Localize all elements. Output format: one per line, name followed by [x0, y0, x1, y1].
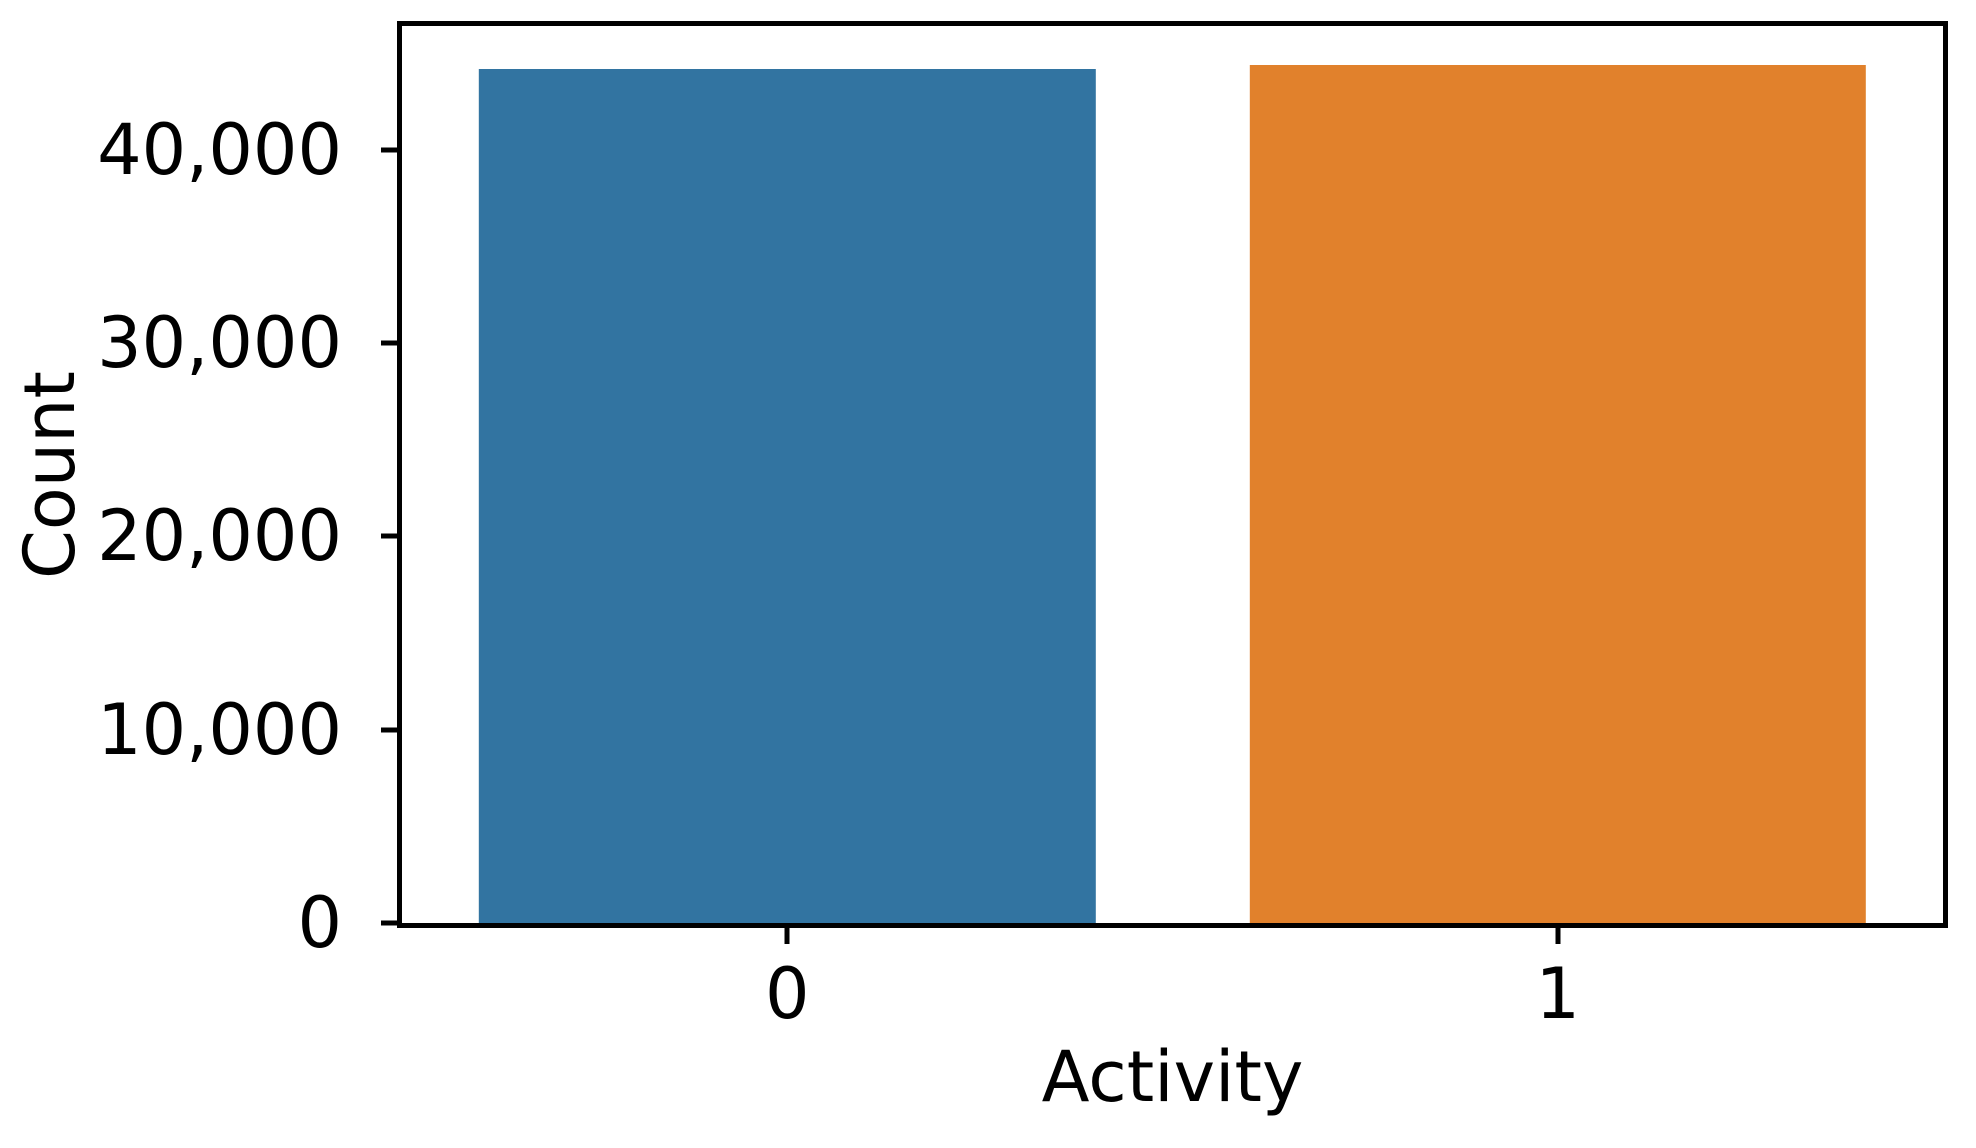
y-tick-label: 0 [297, 882, 342, 964]
y-tick-label: 10,000 [97, 688, 342, 771]
x-tick-label: 0 [764, 953, 810, 1035]
y-tick-mark [381, 920, 402, 926]
y-tick-mark [381, 727, 402, 733]
y-axis-title: Count [9, 370, 92, 579]
x-axis-title: Activity [1041, 1036, 1304, 1118]
y-tick-mark [381, 340, 402, 346]
y-tick-label: 40,000 [97, 108, 342, 191]
plot-area: 0 10,000 20,000 30,000 40,000 0 1 [97, 21, 1948, 1029]
x-tick-label: 1 [1535, 953, 1581, 1035]
x-tick-mark [1555, 923, 1561, 944]
bar-activity-0 [479, 68, 1096, 923]
bar-activity-1 [1249, 64, 1866, 923]
y-tick-mark [381, 533, 402, 539]
x-tick-mark [784, 923, 790, 944]
y-tick-label: 20,000 [97, 495, 342, 578]
y-tick-label: 30,000 [97, 302, 342, 385]
y-tick-mark [381, 147, 402, 153]
y-axis-title-container: Count [9, 21, 92, 928]
